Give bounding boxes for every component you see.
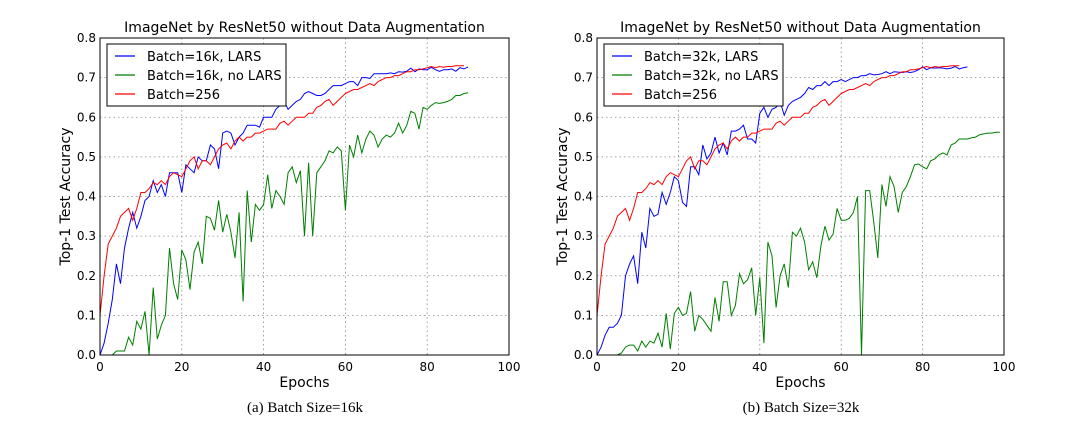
x-axis-label: Epochs bbox=[279, 375, 329, 391]
y-tick-label: 0.0 bbox=[77, 348, 96, 362]
chart-title: ImageNet by ResNet50 without Data Augmen… bbox=[124, 20, 485, 36]
series-line-green bbox=[100, 92, 469, 356]
x-tick-label: 60 bbox=[338, 360, 353, 374]
y-tick-label: 0.1 bbox=[77, 308, 96, 322]
caption-b: (b) Batch Size=32k bbox=[742, 400, 860, 416]
chart-title: ImageNet by ResNet50 without Data Augmen… bbox=[620, 20, 981, 36]
y-tick-label: 0.2 bbox=[77, 269, 96, 283]
x-axis-label: Epochs bbox=[775, 375, 825, 391]
y-tick-label: 0.3 bbox=[574, 229, 593, 243]
x-tick-label: 0 bbox=[593, 360, 601, 374]
axes-frame bbox=[99, 37, 510, 356]
series-line-blue bbox=[596, 65, 968, 356]
y-tick-label: 0.7 bbox=[77, 71, 96, 85]
y-tick-label: 0.6 bbox=[77, 110, 96, 124]
legend-label: Batch=256 bbox=[644, 88, 717, 103]
legend-box bbox=[106, 43, 287, 107]
y-tick-label: 0.5 bbox=[574, 150, 593, 164]
legend-label: Batch=256 bbox=[147, 88, 220, 103]
series-line-green bbox=[597, 131, 1000, 356]
y-axis-label: Top-1 Test Accuracy bbox=[58, 128, 74, 267]
x-tick-label: 40 bbox=[752, 360, 767, 374]
y-tick-label: 0.4 bbox=[77, 190, 96, 204]
y-tick-label: 0.1 bbox=[574, 308, 593, 322]
legend-label: Batch=32k, no LARS bbox=[644, 69, 779, 84]
x-tick-label: 20 bbox=[174, 360, 189, 374]
x-tick-label: 80 bbox=[915, 360, 930, 374]
x-tick-label: 100 bbox=[498, 360, 521, 374]
legend-label: Batch=32k, LARS bbox=[644, 50, 758, 65]
y-tick-label: 0.0 bbox=[574, 348, 593, 362]
series-line-red bbox=[596, 65, 960, 316]
series-line-red bbox=[99, 65, 464, 316]
y-tick-label: 0.4 bbox=[574, 190, 593, 204]
x-tick-label: 60 bbox=[834, 360, 849, 374]
y-tick-label: 0.7 bbox=[574, 71, 593, 85]
x-tick-label: 0 bbox=[96, 360, 104, 374]
x-tick-label: 40 bbox=[256, 360, 271, 374]
caption-a: (a) Batch Size=16k bbox=[247, 400, 363, 416]
y-tick-label: 0.3 bbox=[77, 229, 96, 243]
x-tick-label: 100 bbox=[993, 360, 1016, 374]
x-tick-label: 20 bbox=[671, 360, 686, 374]
y-axis-label: Top-1 Test Accuracy bbox=[555, 128, 571, 267]
axes-frame bbox=[596, 37, 1005, 356]
y-tick-label: 0.2 bbox=[574, 269, 593, 283]
legend-label: Batch=16k, LARS bbox=[147, 50, 261, 65]
x-tick-label: 80 bbox=[420, 360, 435, 374]
y-tick-label: 0.8 bbox=[77, 31, 96, 45]
y-tick-label: 0.5 bbox=[77, 150, 96, 164]
legend-label: Batch=16k, no LARS bbox=[147, 69, 282, 84]
legend-box bbox=[603, 43, 784, 107]
y-tick-label: 0.8 bbox=[574, 31, 593, 45]
y-tick-label: 0.6 bbox=[574, 110, 593, 124]
